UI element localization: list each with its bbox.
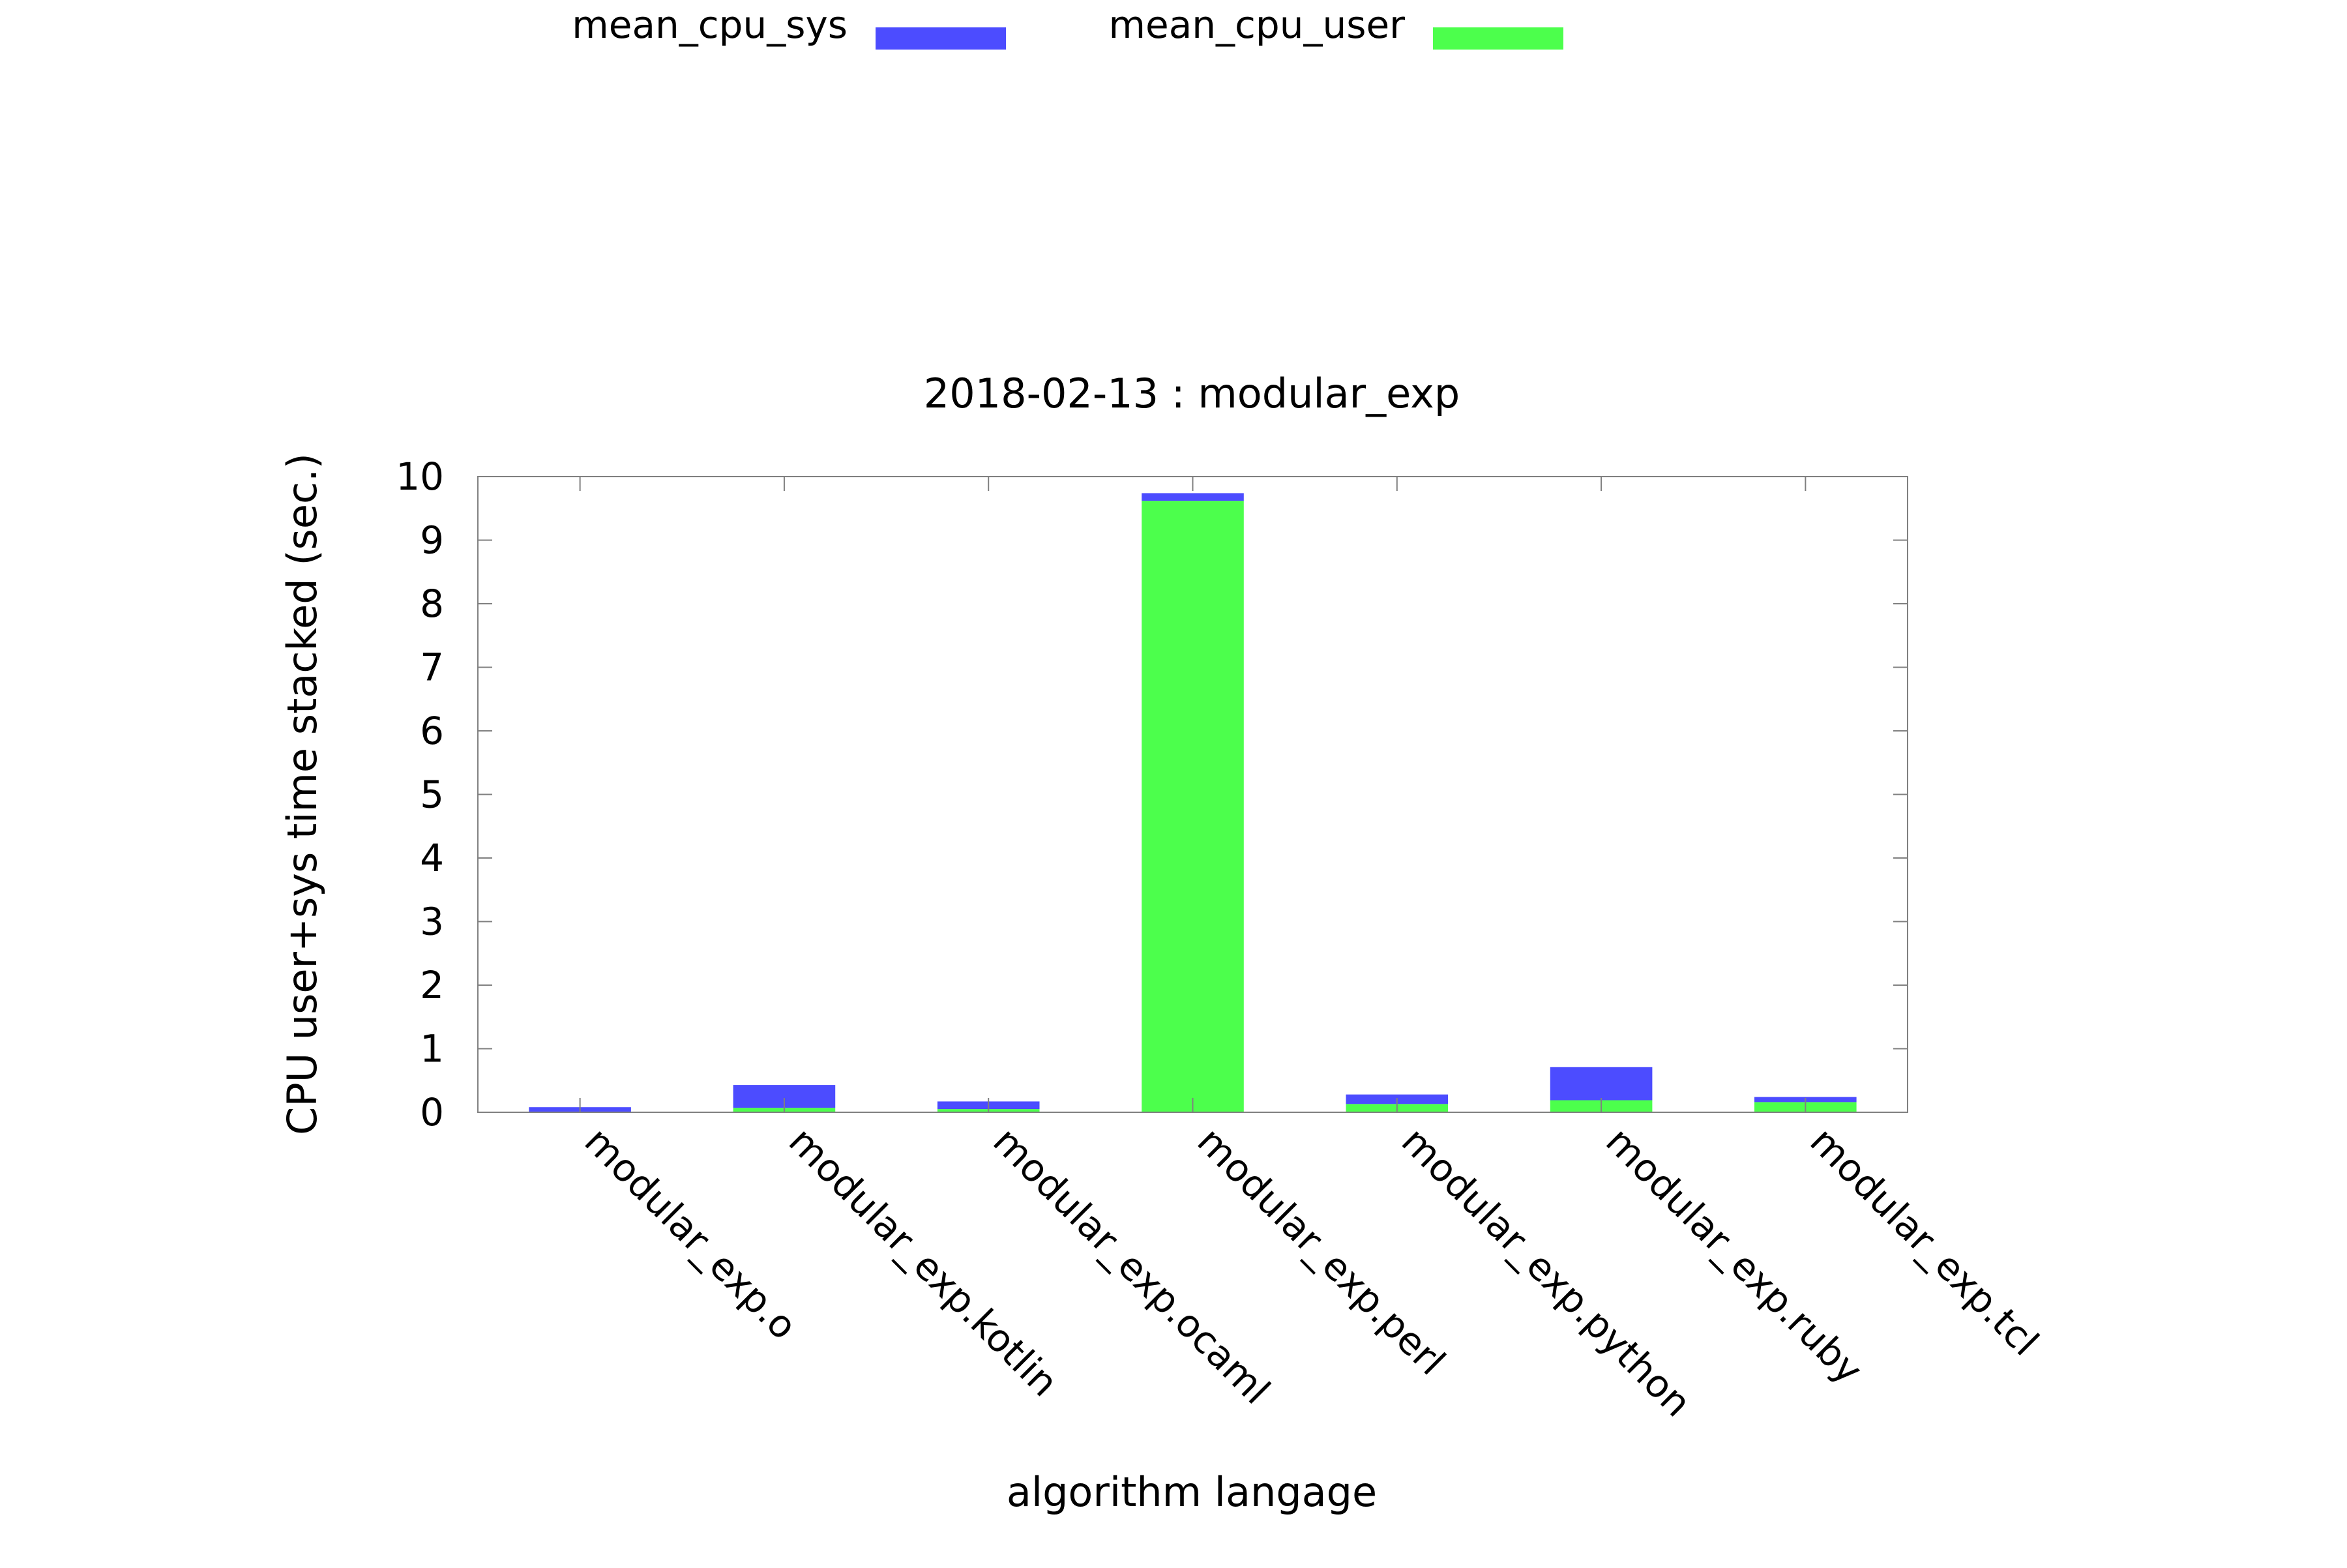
x-tick-label: modular_exp.o [576, 1119, 806, 1348]
y-tick-label: 9 [420, 518, 444, 563]
legend-label-mean-cpu-sys: mean_cpu_sys [572, 3, 848, 47]
x-tick-labels: modular_exp.omodular_exp.kotlinmodular_e… [576, 1119, 2048, 1425]
legend-swatch-mean-cpu-sys [876, 27, 1006, 50]
legend: mean_cpu_sys mean_cpu_user [572, 3, 1563, 50]
legend-label-mean-cpu-user: mean_cpu_user [1109, 3, 1406, 47]
y-tick-label: 1 [420, 1027, 444, 1071]
y-tick-label: 8 [420, 582, 444, 626]
y-tick-label: 3 [420, 900, 444, 944]
y-tick-label: 10 [396, 454, 444, 499]
bar-mean-cpu-user-modular-exp-perl [1142, 501, 1244, 1112]
bar-mean-cpu-sys-modular-exp-ruby [1550, 1067, 1653, 1101]
y-tick-label: 4 [420, 836, 444, 880]
y-tick-label: 5 [420, 773, 444, 817]
plot-frame [477, 476, 1908, 1113]
y-tick-label: 6 [420, 709, 444, 753]
chart-title: 2018-02-13 : modular_exp [924, 370, 1460, 417]
legend-swatch-mean-cpu-user [1433, 27, 1563, 50]
bars [529, 493, 1857, 1112]
y-tick-labels: 0 1 2 3 4 5 6 7 8 9 10 [396, 454, 444, 1134]
y-axis-label: CPU user+sys time stacked (sec.) [278, 453, 326, 1135]
y-tick-label: 2 [420, 963, 444, 1007]
x-axis-label: algorithm langage [1007, 1468, 1377, 1516]
y-tick-label: 0 [420, 1090, 444, 1134]
y-tick-label: 7 [420, 645, 444, 690]
bar-mean-cpu-sys-modular-exp-perl [1142, 493, 1244, 501]
